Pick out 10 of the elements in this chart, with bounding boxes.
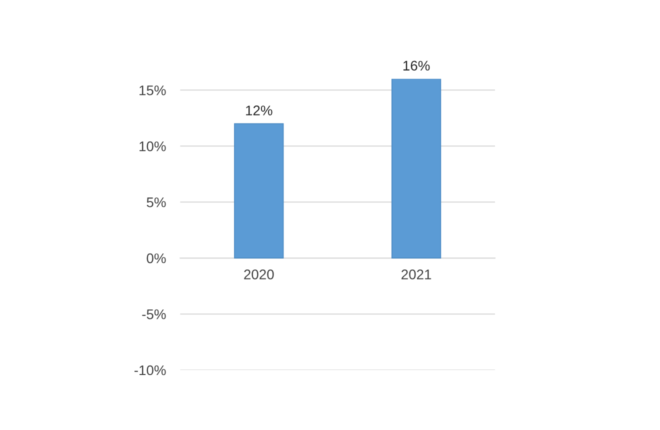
y-tick-label: 5% [146, 197, 166, 208]
x-tick-label: 2020 [244, 270, 274, 280]
data-label: 16% [403, 60, 430, 71]
x-tick-label: 2021 [402, 270, 432, 280]
y-tick-label: 0% [146, 253, 166, 264]
y-tick-label: -5% [142, 309, 166, 320]
y-tick-label: 10% [140, 141, 166, 152]
y-tick-label: 15% [140, 85, 166, 96]
y-tick-label: -10% [134, 365, 166, 376]
data-label: 12% [246, 106, 272, 116]
